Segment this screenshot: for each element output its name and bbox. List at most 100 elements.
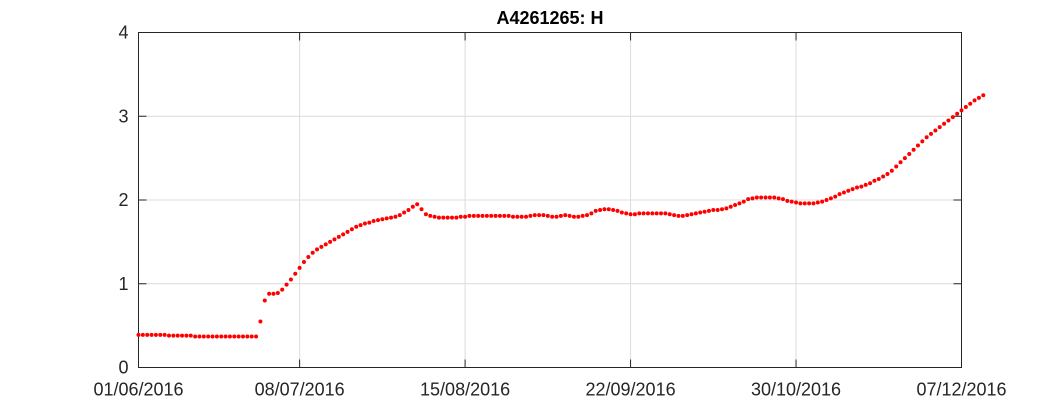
- data-point: [606, 207, 611, 212]
- data-point: [859, 184, 864, 189]
- data-point: [232, 334, 237, 339]
- data-point: [746, 197, 751, 202]
- data-point: [624, 211, 629, 216]
- data-point: [245, 334, 250, 339]
- data-point: [558, 213, 563, 218]
- data-point: [380, 217, 385, 222]
- data-point: [393, 214, 398, 219]
- x-tick-label: 01/06/2016: [93, 380, 183, 400]
- data-point: [785, 198, 790, 203]
- data-point: [358, 223, 363, 228]
- data-point: [872, 178, 877, 183]
- data-point: [759, 195, 764, 200]
- data-point: [563, 213, 568, 218]
- data-point: [153, 332, 158, 337]
- data-point: [423, 212, 428, 217]
- y-tick-label: 1: [118, 274, 128, 294]
- data-point: [632, 212, 637, 217]
- data-point: [741, 199, 746, 204]
- data-point: [820, 199, 825, 204]
- data-point: [794, 200, 799, 205]
- data-point: [550, 214, 555, 219]
- data-point: [254, 334, 259, 339]
- data-point: [733, 203, 738, 208]
- data-point: [959, 108, 964, 113]
- data-point: [724, 206, 729, 211]
- data-point: [497, 213, 502, 218]
- data-point: [815, 200, 820, 205]
- data-point: [306, 254, 311, 259]
- data-point: [763, 195, 768, 200]
- data-point: [929, 131, 934, 136]
- data-point: [772, 195, 777, 200]
- data-point: [267, 291, 272, 296]
- data-point: [798, 201, 803, 206]
- data-point: [924, 135, 929, 140]
- data-point: [693, 211, 698, 216]
- data-point: [249, 334, 254, 339]
- data-point: [515, 214, 520, 219]
- data-point: [667, 212, 672, 217]
- data-point: [863, 182, 868, 187]
- data-point: [236, 334, 241, 339]
- data-point: [402, 210, 407, 215]
- data-point: [898, 160, 903, 165]
- data-point: [641, 211, 646, 216]
- data-point: [554, 214, 559, 219]
- data-point: [367, 220, 372, 225]
- data-point: [315, 247, 320, 252]
- data-point: [384, 216, 389, 221]
- data-point: [319, 244, 324, 249]
- data-point: [532, 213, 537, 218]
- data-point: [650, 211, 655, 216]
- data-point: [288, 277, 293, 282]
- data-point: [180, 333, 185, 338]
- data-point: [567, 213, 572, 218]
- data-point: [345, 229, 350, 234]
- data-point: [950, 115, 955, 120]
- data-point: [349, 227, 354, 232]
- data-point: [171, 333, 176, 338]
- data-point: [293, 271, 298, 276]
- data-point: [162, 332, 167, 337]
- data-point: [297, 265, 302, 270]
- data-point: [341, 232, 346, 237]
- axis-ticks: [138, 32, 962, 368]
- data-point: [166, 333, 171, 338]
- data-point: [933, 128, 938, 133]
- data-point: [332, 237, 337, 242]
- data-point: [807, 201, 812, 206]
- data-point: [789, 199, 794, 204]
- data-point: [197, 334, 202, 339]
- data-point: [937, 125, 942, 130]
- data-point: [619, 210, 624, 215]
- data-point: [728, 204, 733, 209]
- data-point: [454, 215, 459, 220]
- data-point: [889, 168, 894, 173]
- data-point: [419, 207, 424, 212]
- data-point: [663, 211, 668, 216]
- data-point: [750, 196, 755, 201]
- data-point: [628, 212, 633, 217]
- data-point: [580, 213, 585, 218]
- y-tick-label: 4: [118, 23, 128, 43]
- data-point: [432, 214, 437, 219]
- data-point: [833, 194, 838, 199]
- data-point: [715, 208, 720, 213]
- data-point: [854, 185, 859, 190]
- data-point: [545, 213, 550, 218]
- data-point: [598, 208, 603, 213]
- data-point: [602, 207, 607, 212]
- data-point: [615, 208, 620, 213]
- data-point: [506, 213, 511, 218]
- data-point: [450, 215, 455, 220]
- y-axis: 0 1 2 3 4: [118, 23, 128, 378]
- data-point: [445, 215, 450, 220]
- data-point: [428, 213, 433, 218]
- data-point: [310, 250, 315, 255]
- data-point: [942, 121, 947, 126]
- data-point: [672, 213, 677, 218]
- data-point: [258, 319, 263, 324]
- x-tick-label: 22/09/2016: [586, 380, 676, 400]
- data-point: [397, 213, 402, 218]
